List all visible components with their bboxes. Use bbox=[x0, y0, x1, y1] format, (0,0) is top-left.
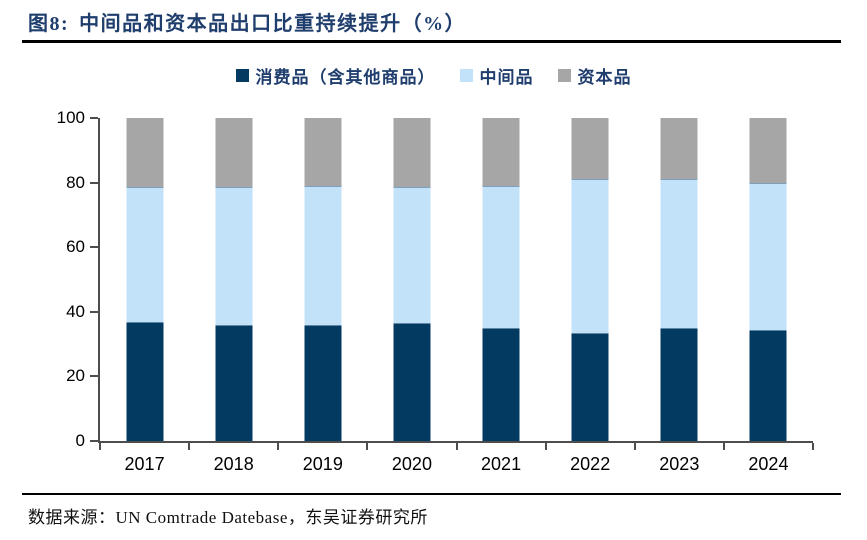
bar-segment-series-2 bbox=[482, 118, 520, 186]
bar-segment-series-2 bbox=[304, 118, 342, 186]
chart-legend: 消费品（含其他商品） 中间品 资本品 bbox=[0, 62, 867, 88]
bar-segment-series-1 bbox=[749, 182, 787, 330]
bar-segment-series-2 bbox=[126, 118, 164, 188]
source-note: 数据来源：UN Comtrade Datebase，东吴证券研究所 bbox=[28, 508, 428, 527]
footer-divider-line bbox=[22, 493, 841, 495]
bar-segment-series-0 bbox=[304, 324, 342, 441]
category-slot-2018 bbox=[189, 118, 278, 441]
stacked-bar-2018 bbox=[215, 118, 253, 441]
y-axis-label: 20 bbox=[66, 366, 85, 386]
category-slot-2019 bbox=[278, 118, 367, 441]
stacked-bar-2023 bbox=[660, 118, 698, 441]
category-slot-2023 bbox=[635, 118, 724, 441]
figure-number: 图8: bbox=[28, 13, 70, 35]
y-axis-label: 40 bbox=[66, 301, 85, 321]
x-axis-label-2021: 2021 bbox=[481, 454, 522, 474]
y-axis-tick bbox=[90, 117, 98, 119]
stacked-bar-2019 bbox=[304, 118, 342, 441]
category-slot-2017 bbox=[100, 118, 189, 441]
bar-segment-series-0 bbox=[660, 327, 698, 441]
category-slot-2022 bbox=[546, 118, 635, 441]
y-axis-tick bbox=[90, 246, 98, 249]
bar-segment-series-2 bbox=[749, 118, 787, 183]
bar-segment-series-0 bbox=[393, 323, 431, 441]
bar-segment-series-1 bbox=[304, 185, 342, 325]
y-axis-label: 0 bbox=[75, 431, 85, 450]
figure-title: 图8: 中间品和资本品出口比重持续提升（%） bbox=[28, 7, 466, 37]
bar-segment-series-0 bbox=[126, 321, 164, 441]
bar-segment-series-2 bbox=[215, 118, 253, 188]
category-slot-2021 bbox=[457, 118, 546, 441]
title-divider-line bbox=[22, 40, 841, 43]
x-axis-tick bbox=[544, 443, 547, 450]
bar-segment-series-2 bbox=[660, 118, 698, 180]
stacked-bar-2024 bbox=[749, 118, 787, 441]
y-axis-tick bbox=[90, 310, 98, 313]
x-axis-tick bbox=[277, 443, 280, 450]
bar-segment-series-2 bbox=[393, 118, 431, 188]
x-axis-tick bbox=[633, 443, 636, 450]
bar-segment-series-1 bbox=[660, 179, 698, 328]
stacked-bar-2017 bbox=[126, 118, 164, 441]
x-axis-tick bbox=[188, 443, 191, 450]
y-axis-tick bbox=[90, 375, 98, 378]
legend-label: 消费品（含其他商品） bbox=[255, 67, 436, 87]
y-axis-tick bbox=[90, 440, 98, 442]
x-axis-tick bbox=[366, 443, 369, 450]
x-axis-label-2019: 2019 bbox=[302, 454, 343, 474]
bar-segment-series-1 bbox=[482, 185, 520, 328]
x-axis-tick bbox=[722, 443, 725, 450]
bar-segment-series-0 bbox=[482, 327, 520, 441]
x-axis-tick bbox=[455, 443, 458, 450]
x-axis-label-2017: 2017 bbox=[124, 454, 165, 474]
bar-segment-series-0 bbox=[571, 332, 609, 441]
bar-segment-series-1 bbox=[215, 187, 253, 325]
x-axis-label-2022: 2022 bbox=[570, 454, 611, 474]
legend-item-0: 消费品（含其他商品） bbox=[235, 63, 436, 88]
figure-title-text: 中间品和资本品出口比重持续提升（%） bbox=[79, 13, 467, 35]
legend-label: 中间品 bbox=[479, 67, 534, 87]
stacked-bar-2020 bbox=[393, 118, 431, 441]
bar-segment-series-0 bbox=[215, 324, 253, 441]
legend-swatch-icon bbox=[557, 68, 571, 82]
bar-segment-series-2 bbox=[571, 118, 609, 180]
legend-swatch-icon bbox=[459, 68, 473, 82]
stacked-bar-2022 bbox=[571, 118, 609, 441]
y-axis-label: 80 bbox=[66, 172, 85, 192]
category-slot-2024 bbox=[724, 118, 813, 441]
legend-swatch-icon bbox=[235, 68, 249, 82]
x-axis-tick bbox=[812, 443, 814, 450]
stacked-bar-2021 bbox=[482, 118, 520, 441]
bar-segment-series-1 bbox=[393, 187, 431, 324]
plot-area: 0 20 40 60 80 100 2017 2018 2019 2020 2021 2022 2023… bbox=[57, 109, 814, 474]
bar-segment-series-1 bbox=[571, 179, 609, 333]
x-axis-label-2020: 2020 bbox=[391, 454, 432, 474]
y-axis-label: 60 bbox=[66, 237, 85, 257]
bar-segment-series-0 bbox=[749, 329, 787, 441]
category-slot-2020 bbox=[367, 118, 456, 441]
x-axis-tick bbox=[99, 443, 101, 450]
x-axis-label-2018: 2018 bbox=[213, 454, 254, 474]
x-axis-label-2024: 2024 bbox=[748, 454, 789, 474]
legend-label: 资本品 bbox=[577, 67, 632, 87]
legend-item-2: 资本品 bbox=[557, 63, 632, 88]
x-axis-label-2023: 2023 bbox=[659, 454, 700, 474]
bar-segment-series-1 bbox=[126, 187, 164, 322]
y-axis-tick bbox=[90, 181, 98, 184]
legend-item-1: 中间品 bbox=[459, 63, 534, 88]
y-axis-label: 100 bbox=[56, 108, 85, 127]
